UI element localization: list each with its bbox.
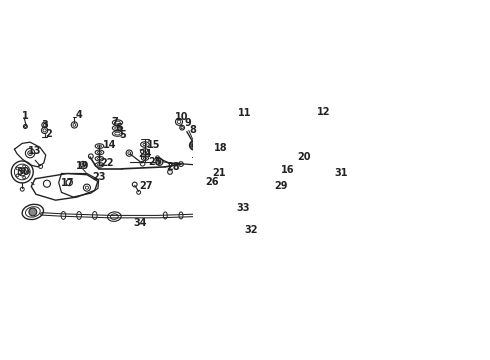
Text: 29: 29 — [274, 181, 288, 192]
Circle shape — [158, 160, 161, 163]
Text: 10: 10 — [175, 112, 189, 122]
Text: 13: 13 — [28, 146, 42, 156]
Text: 6: 6 — [115, 123, 122, 134]
Text: 14: 14 — [103, 140, 117, 150]
Text: 31: 31 — [334, 168, 347, 178]
Text: 17: 17 — [61, 178, 74, 188]
Text: 4: 4 — [75, 110, 82, 120]
Text: 16: 16 — [281, 165, 294, 175]
Text: 7: 7 — [112, 117, 119, 127]
Circle shape — [239, 117, 244, 121]
Text: 21: 21 — [213, 168, 226, 178]
Text: 20: 20 — [297, 152, 311, 162]
Text: 11: 11 — [238, 108, 251, 118]
Text: 26: 26 — [206, 177, 219, 187]
Text: 18: 18 — [214, 143, 228, 153]
Polygon shape — [31, 174, 98, 200]
Circle shape — [29, 208, 37, 216]
Text: 19: 19 — [76, 162, 90, 171]
Text: 12: 12 — [317, 107, 331, 117]
Text: 33: 33 — [236, 203, 249, 213]
Circle shape — [256, 213, 263, 219]
Polygon shape — [14, 142, 46, 167]
Text: 25: 25 — [148, 157, 162, 167]
Text: 8: 8 — [189, 125, 196, 135]
Text: 5: 5 — [119, 130, 125, 140]
Circle shape — [190, 141, 199, 150]
Text: 27: 27 — [139, 181, 152, 191]
Text: 34: 34 — [133, 217, 147, 228]
Circle shape — [311, 122, 318, 129]
Circle shape — [21, 170, 24, 174]
Polygon shape — [59, 174, 98, 197]
Circle shape — [28, 151, 32, 156]
Text: 30: 30 — [17, 167, 30, 177]
Circle shape — [333, 172, 335, 175]
Text: 24: 24 — [138, 149, 152, 159]
Text: 32: 32 — [245, 225, 258, 235]
Text: 28: 28 — [166, 162, 180, 172]
Text: 3: 3 — [41, 120, 48, 130]
Polygon shape — [253, 161, 310, 188]
Text: 15: 15 — [147, 140, 160, 150]
Text: 22: 22 — [100, 158, 114, 168]
Text: 9: 9 — [185, 118, 192, 129]
Text: 23: 23 — [93, 172, 106, 183]
Text: 1: 1 — [22, 111, 28, 121]
Polygon shape — [227, 197, 259, 216]
Circle shape — [193, 143, 196, 147]
Text: 2: 2 — [45, 129, 52, 139]
Polygon shape — [232, 114, 255, 126]
